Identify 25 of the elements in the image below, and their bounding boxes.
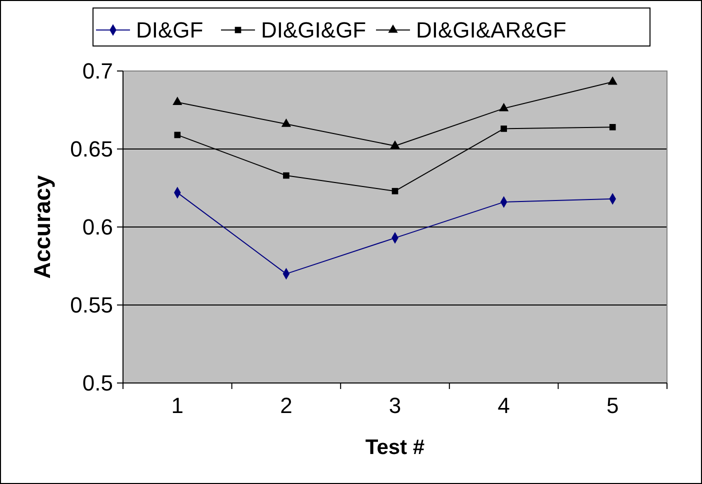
point bbox=[281, 118, 292, 127]
legend-label: DI&GI&AR&GF bbox=[416, 18, 566, 43]
x-tick-label: 2 bbox=[280, 393, 292, 418]
y-tick-label: 0.55 bbox=[70, 292, 113, 318]
y-tick-label: 0.6 bbox=[82, 214, 113, 240]
point bbox=[172, 96, 182, 105]
x-tick-label: 3 bbox=[388, 393, 402, 418]
point bbox=[500, 126, 507, 132]
point bbox=[283, 172, 290, 179]
x-tick-label: 4 bbox=[498, 393, 510, 418]
point bbox=[392, 188, 398, 194]
x-tick-label: 1 bbox=[171, 393, 184, 418]
legend-label: DI&GI&GF bbox=[261, 18, 366, 43]
y-tick-label: 0.65 bbox=[70, 136, 113, 162]
x-tick-label: 5 bbox=[606, 393, 619, 418]
legend-label: DI&GF bbox=[136, 18, 204, 43]
point bbox=[608, 76, 618, 85]
y-axis-title: Accuracy bbox=[29, 175, 55, 279]
point bbox=[609, 124, 616, 130]
point bbox=[498, 102, 509, 112]
y-tick-label: 0.5 bbox=[82, 370, 113, 396]
point bbox=[390, 140, 400, 149]
y-tick-label: 0.7 bbox=[82, 58, 113, 84]
x-axis-title: Test # bbox=[365, 436, 425, 459]
point bbox=[174, 132, 181, 138]
